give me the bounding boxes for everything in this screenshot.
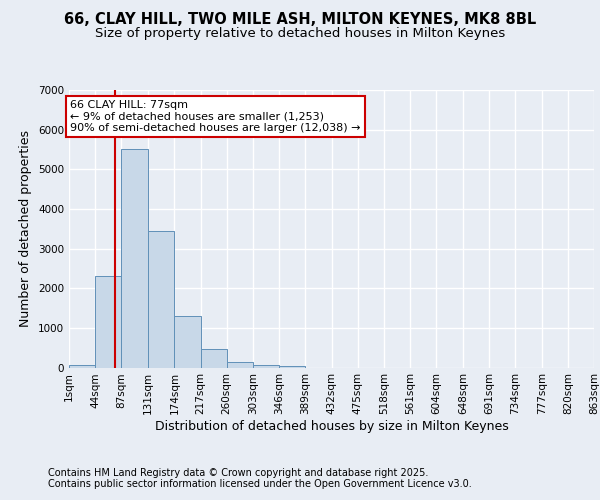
Bar xyxy=(69,364,95,368)
Bar xyxy=(200,348,227,368)
Bar xyxy=(148,230,175,368)
Bar xyxy=(95,276,121,368)
Bar xyxy=(175,316,200,368)
Y-axis label: Number of detached properties: Number of detached properties xyxy=(19,130,32,327)
Text: Contains public sector information licensed under the Open Government Licence v3: Contains public sector information licen… xyxy=(48,479,472,489)
Bar xyxy=(279,366,305,368)
Bar xyxy=(227,362,253,368)
Bar xyxy=(253,364,279,368)
Text: Size of property relative to detached houses in Milton Keynes: Size of property relative to detached ho… xyxy=(95,28,505,40)
Bar xyxy=(121,150,148,368)
Text: Contains HM Land Registry data © Crown copyright and database right 2025.: Contains HM Land Registry data © Crown c… xyxy=(48,468,428,477)
Text: 66, CLAY HILL, TWO MILE ASH, MILTON KEYNES, MK8 8BL: 66, CLAY HILL, TWO MILE ASH, MILTON KEYN… xyxy=(64,12,536,28)
X-axis label: Distribution of detached houses by size in Milton Keynes: Distribution of detached houses by size … xyxy=(155,420,508,433)
Text: 66 CLAY HILL: 77sqm
← 9% of detached houses are smaller (1,253)
90% of semi-deta: 66 CLAY HILL: 77sqm ← 9% of detached hou… xyxy=(70,100,361,133)
